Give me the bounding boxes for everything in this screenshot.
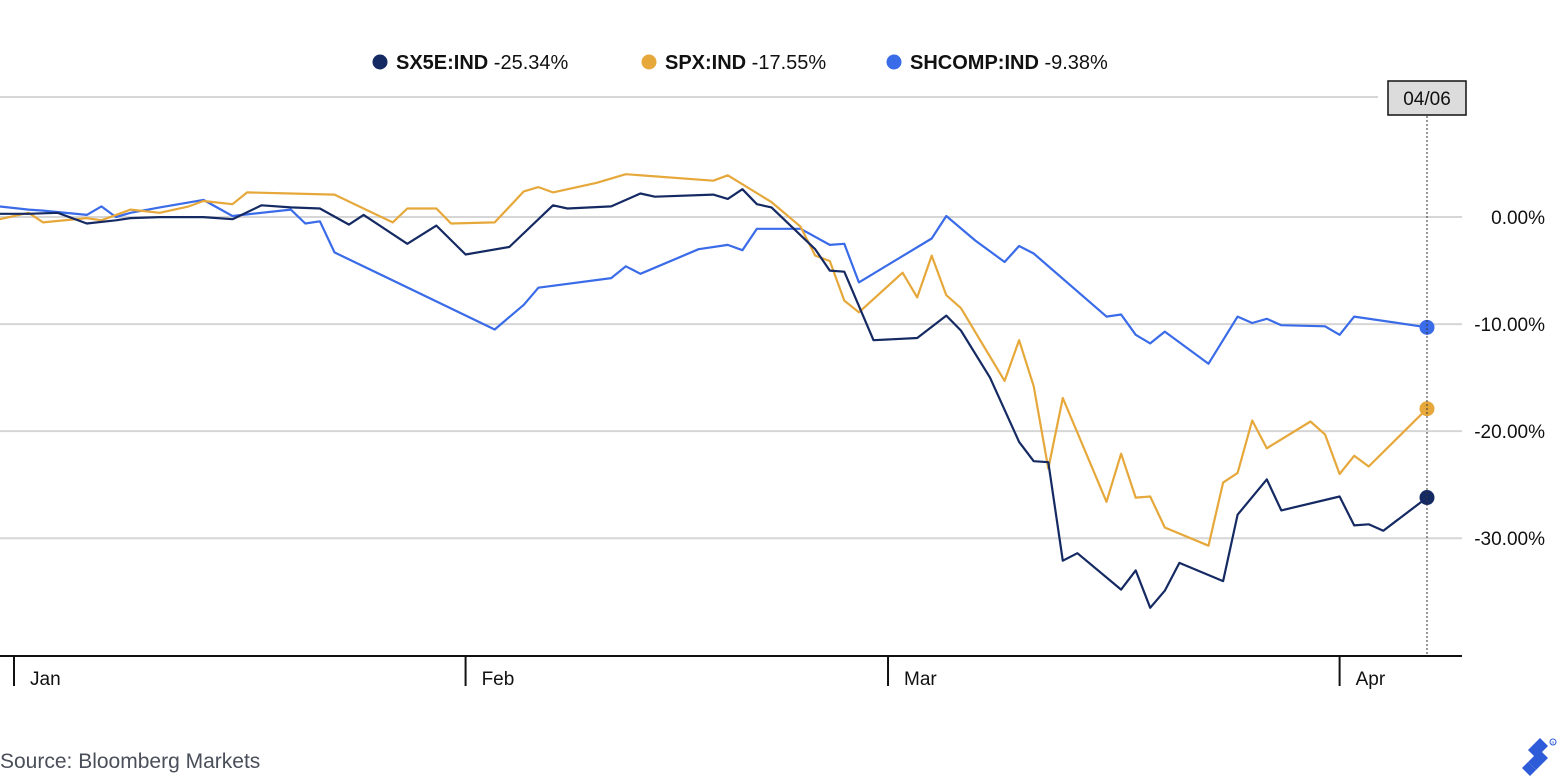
series-line-shcomp: [0, 198, 1428, 365]
legend-label: SPX:IND -17.55%: [665, 52, 826, 74]
legend-swatch: [641, 54, 657, 70]
legend-label: SX5E:IND -25.34%: [396, 52, 569, 74]
legend-label: SHCOMP:IND -9.38%: [910, 52, 1108, 74]
legend-swatch: [372, 54, 388, 70]
x-axis: Jan Feb Mar Apr: [0, 655, 1462, 690]
legend-swatch: [886, 54, 902, 70]
legend-series-name: SHCOMP:IND: [910, 52, 1039, 74]
crosshair-date-box: [1387, 80, 1467, 116]
x-tick-label: Mar: [904, 669, 937, 690]
x-tick-label: Jan: [30, 669, 61, 690]
legend-item[interactable]: SHCOMP:IND -9.38%: [886, 52, 1109, 74]
legend-item[interactable]: SPX:IND -17.55%: [641, 52, 827, 74]
legend-series-name: SX5E:IND: [396, 52, 488, 74]
svg-text:R: R: [1552, 740, 1555, 745]
y-tick-label: -10.00%: [1474, 315, 1545, 336]
x-tick-label: Apr: [1356, 669, 1386, 690]
x-tick-label: Feb: [482, 669, 515, 690]
source-note: Source: Bloomberg Markets: [0, 750, 261, 773]
legend-series-change: -17.55%: [746, 52, 826, 74]
series-end-marker[interactable]: [1419, 319, 1435, 335]
y-tick-label: 0.00%: [1491, 208, 1545, 229]
legend-series-change: -9.38%: [1039, 52, 1108, 74]
series-lines: [0, 173, 1435, 609]
legend-series-name: SPX:IND: [665, 52, 746, 74]
legend: SX5E:IND -25.34% SPX:IND -17.55% SHCOMP:IN…: [372, 52, 1109, 74]
toptal-logo-icon: R: [1518, 736, 1558, 783]
y-tick-label: -30.00%: [1474, 529, 1545, 550]
series-line-spx: [0, 173, 1428, 547]
series-line-sx5e: [0, 188, 1428, 609]
legend-series-change: -25.34%: [488, 52, 568, 74]
crosshair-date-label: 04/06: [1403, 89, 1451, 110]
legend-item[interactable]: SX5E:IND -25.34%: [372, 52, 569, 74]
crosshair[interactable]: 04/06: [1387, 80, 1467, 656]
y-axis: 0.00% -10.00% -20.00% -30.00%: [1474, 208, 1545, 550]
grid-lines: [0, 96, 1462, 540]
y-tick-label: -20.00%: [1474, 422, 1545, 443]
